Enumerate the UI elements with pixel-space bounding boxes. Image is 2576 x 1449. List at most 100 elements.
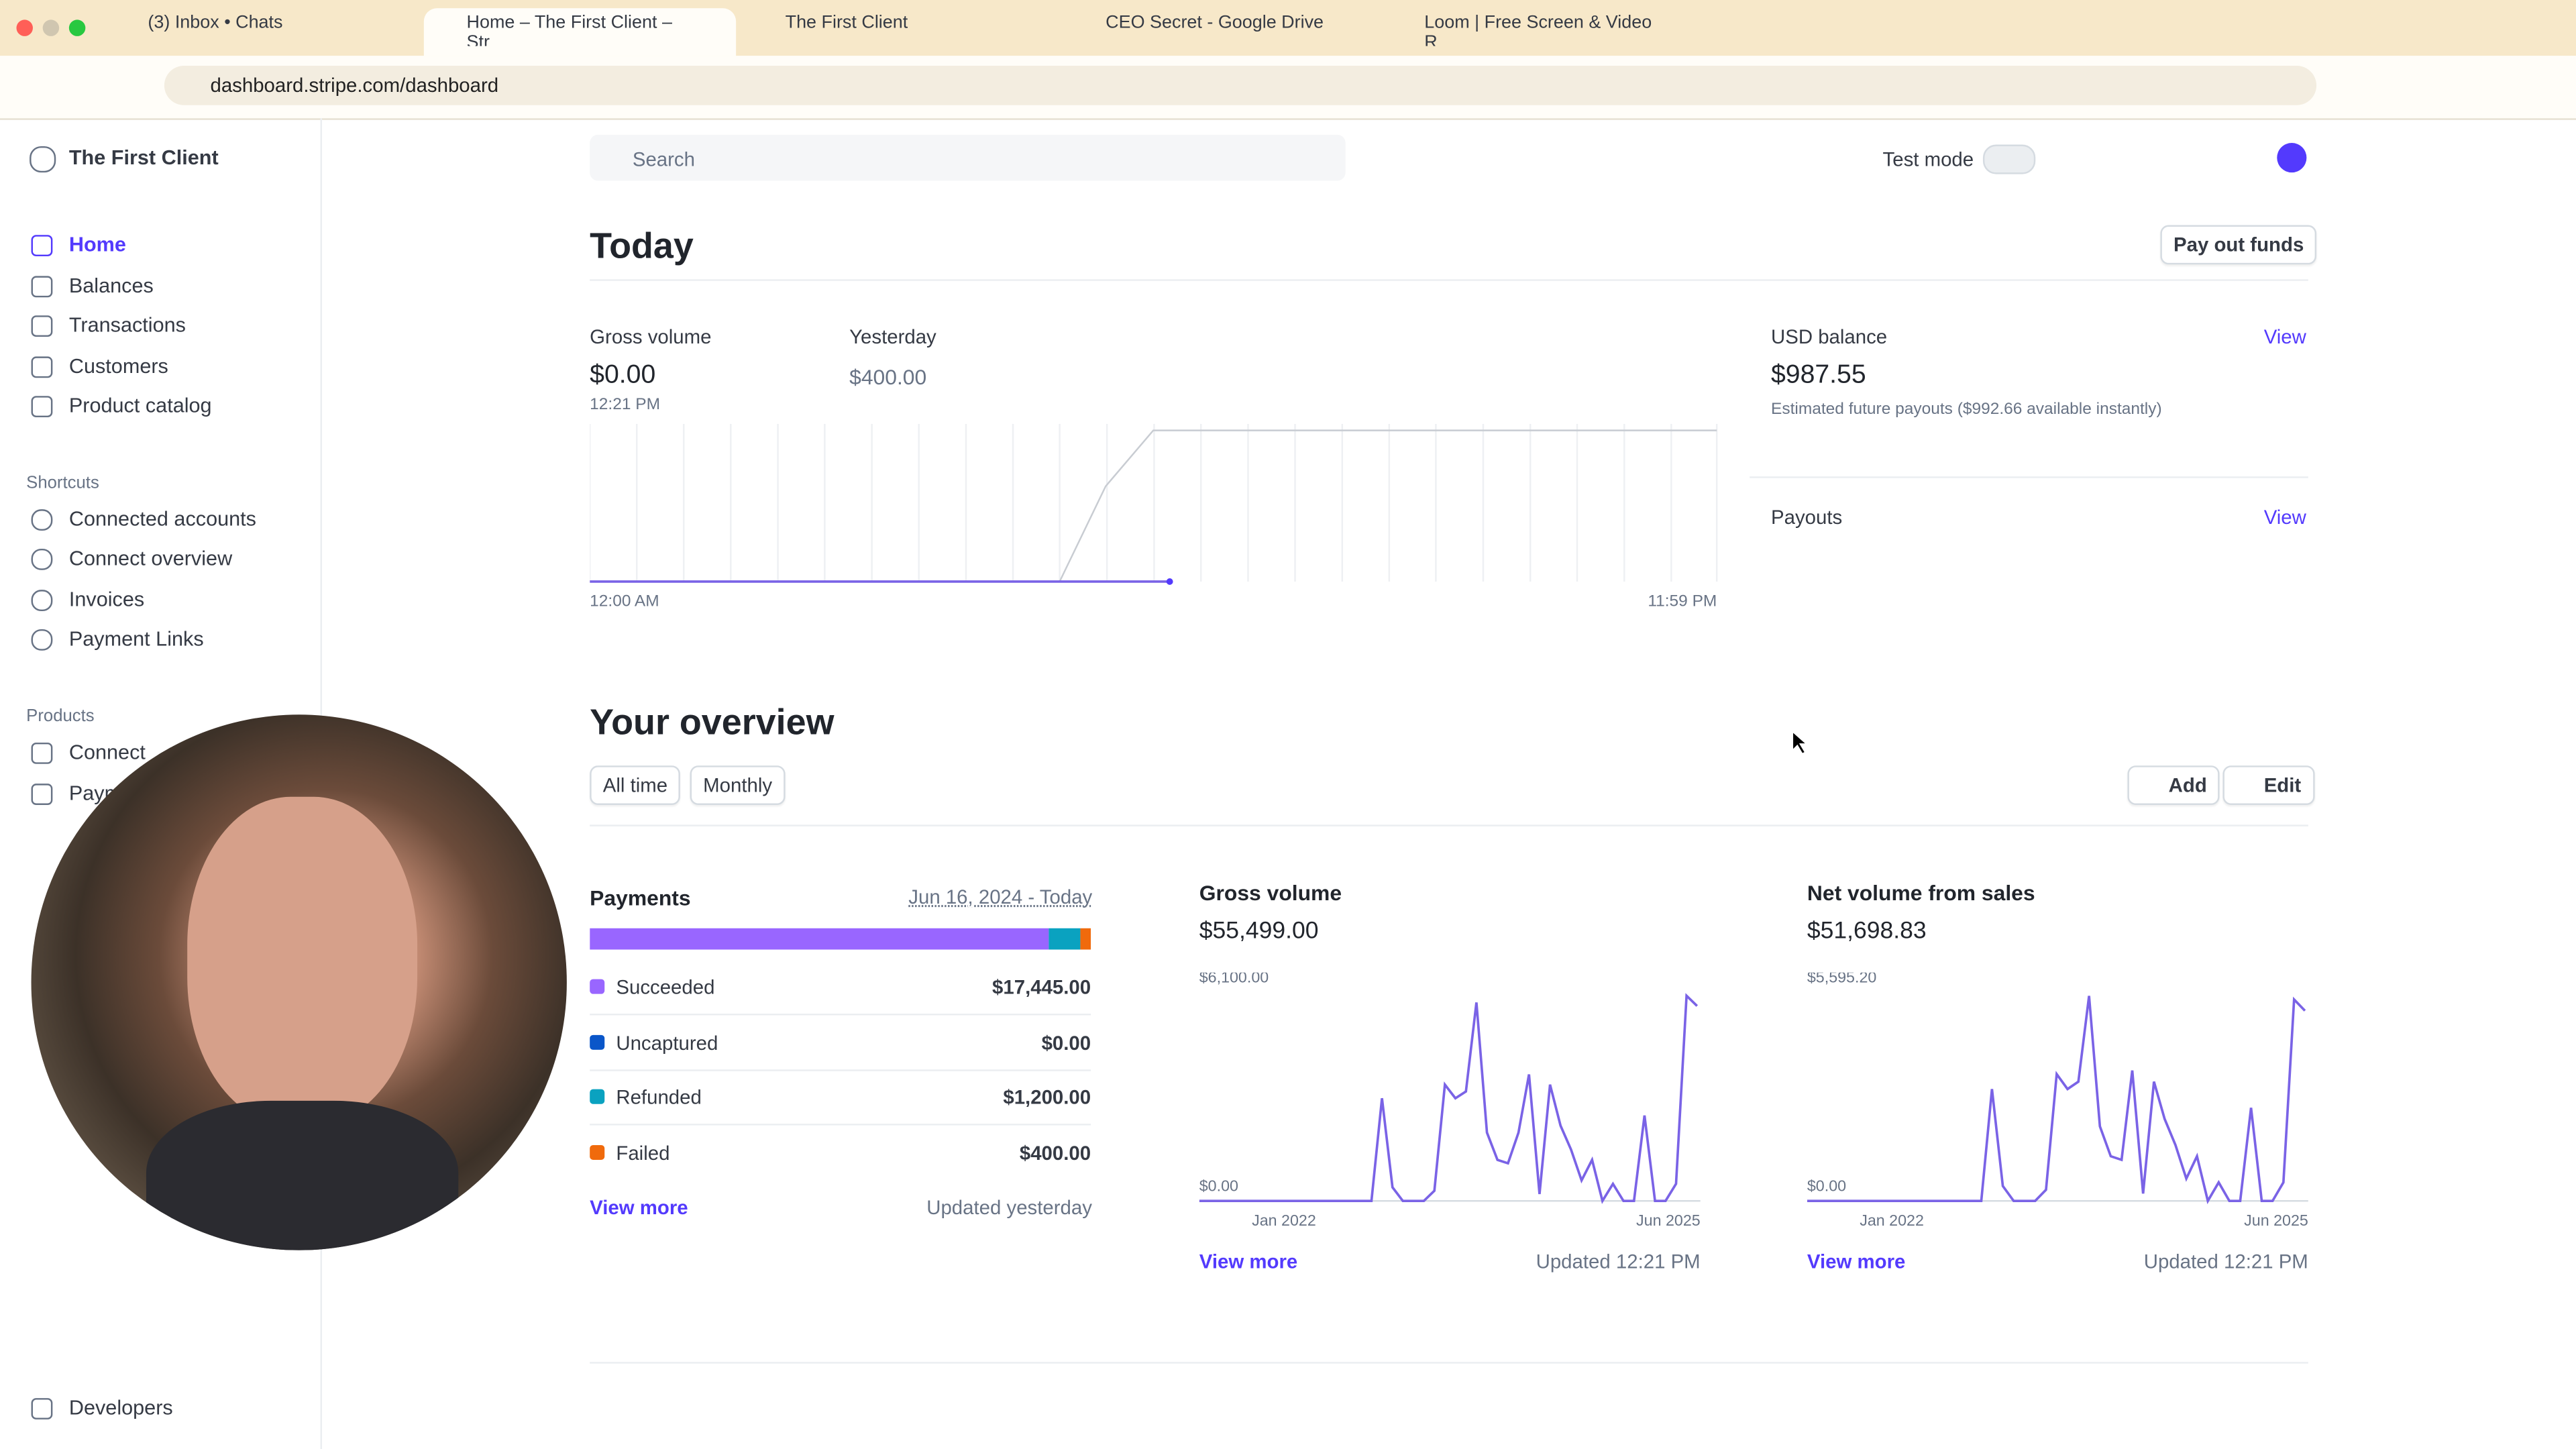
shortcut[interactable]: Connect overview — [68, 547, 233, 570]
range-button[interactable]: All time — [590, 765, 681, 806]
metric-time: 12:21 PM — [590, 396, 661, 415]
today-grid — [590, 423, 1718, 582]
amount: $17,445.00 — [992, 975, 1091, 999]
edit-button[interactable]: Edit — [2222, 765, 2314, 806]
bar-segment — [1049, 928, 1081, 950]
today-chart — [590, 423, 1718, 585]
updated: Updated 12:21 PM — [1536, 1250, 1701, 1273]
balance-note: Estimated future payouts ($992.66 availa… — [1771, 400, 2162, 419]
amount: $0.00 — [1041, 1030, 1091, 1055]
metric-selector[interactable]: Gross volume — [590, 325, 712, 349]
x-tick-label: Jun 2025 — [1636, 1212, 1701, 1229]
divider — [1750, 476, 2308, 478]
compare-selector[interactable]: Yesterday — [849, 325, 936, 349]
tab[interactable]: (3) Inbox • Chats — [148, 13, 283, 33]
x-tick-label: Jan 2022 — [1252, 1212, 1316, 1229]
legend-swatch — [590, 1144, 605, 1159]
card-value: $55,499.00 — [1199, 918, 1319, 945]
data-line — [1807, 996, 2306, 1205]
active-tab-bg — [423, 8, 737, 56]
address-bar[interactable] — [164, 65, 2317, 105]
today-point — [1166, 578, 1173, 585]
legend-swatch — [590, 1089, 605, 1104]
updated: Updated yesterday — [926, 1195, 1092, 1220]
amount: $400.00 — [1019, 1140, 1091, 1165]
interval-select[interactable]: Monthly — [690, 765, 786, 806]
divider — [590, 1124, 1091, 1126]
metric-value: $0.00 — [590, 361, 656, 390]
line-chart: $0.00 $5,595.20 Jan 2022 Jun 2025 — [1807, 973, 2308, 1229]
amount: $1,200.00 — [1003, 1085, 1091, 1110]
updated: Updated 12:21 PM — [2143, 1250, 2308, 1273]
face — [187, 796, 418, 1126]
balance-value: $987.55 — [1771, 361, 1866, 390]
tab[interactable]: The First Client — [785, 13, 908, 33]
nav-item[interactable]: Transactions — [68, 313, 186, 337]
search-placeholder[interactable]: Search — [632, 148, 695, 171]
shortcut[interactable]: Payment Links — [68, 627, 204, 651]
yesterday-line — [590, 429, 1717, 583]
search-box[interactable] — [590, 134, 1346, 181]
add-button[interactable]: Add — [2127, 765, 2220, 806]
payouts-label: Payouts — [1771, 506, 1843, 529]
x-label: 11:59 PM — [1648, 593, 1717, 612]
legend-label: Succeeded — [616, 975, 715, 999]
data-line — [1199, 993, 1699, 1204]
legend-label: Uncaptured — [616, 1030, 718, 1055]
pay-out-button[interactable]: Pay out funds — [2160, 225, 2317, 265]
y-tick-label: $6,100.00 — [1199, 973, 1269, 986]
divider — [590, 1362, 2308, 1364]
y-tick-label: $0.00 — [1199, 1177, 1238, 1195]
legend-swatch — [590, 1034, 605, 1049]
shortcut[interactable]: Invoices — [68, 588, 145, 612]
close-window[interactable] — [16, 19, 33, 36]
card-title: Gross volume — [1199, 880, 1342, 906]
divider — [590, 1069, 1091, 1071]
y-tick-label: $0.00 — [1807, 1177, 1846, 1195]
view-more[interactable]: View more — [1199, 1250, 1298, 1273]
legend-swatch — [590, 979, 605, 994]
line-chart: $0.00 $6,100.00 Jan 2022 Jun 2025 — [1199, 973, 1701, 1229]
bar-segment — [1080, 928, 1091, 950]
nav-item[interactable]: Home — [68, 233, 126, 257]
nav-item[interactable]: Product catalog — [68, 394, 212, 418]
nav-item[interactable]: Balances — [68, 274, 154, 298]
bar-segment — [590, 928, 1049, 950]
card-title: Payments — [590, 885, 691, 910]
view-link[interactable]: View — [2263, 506, 2306, 529]
divider — [590, 1014, 1091, 1016]
tab[interactable]: Home – The First Client – Str — [466, 13, 672, 46]
payments-bar — [590, 928, 1091, 950]
divider — [590, 824, 2308, 826]
create-button[interactable] — [2277, 143, 2307, 173]
tab[interactable]: CEO Secret - Google Drive — [1106, 13, 1324, 33]
view-more[interactable]: View more — [590, 1195, 688, 1220]
view-more[interactable]: View more — [1807, 1250, 1906, 1273]
x-label: 12:00 AM — [590, 593, 659, 612]
account-name[interactable]: The First Client — [68, 146, 219, 170]
account-icon — [30, 146, 56, 173]
legend-label: Failed — [616, 1140, 670, 1165]
y-tick-label: $5,595.20 — [1807, 973, 1877, 986]
legend-label: Refunded — [616, 1085, 702, 1110]
section-title: Today — [590, 225, 694, 266]
divider — [590, 279, 2308, 281]
minimize-window[interactable] — [42, 19, 60, 36]
card-title: Net volume from sales — [1807, 880, 2035, 906]
nav-item[interactable]: Developers — [68, 1396, 173, 1419]
webcam-overlay — [31, 714, 567, 1250]
x-tick-label: Jan 2022 — [1860, 1212, 1924, 1229]
view-link[interactable]: View — [2263, 325, 2306, 349]
tab[interactable]: Loom | Free Screen & Video R — [1424, 13, 1652, 46]
date-range[interactable]: Jun 16, 2024 - Today — [908, 885, 1093, 909]
cursor — [1791, 729, 1810, 755]
shortcut[interactable]: Connected accounts — [68, 507, 256, 531]
maximize-window[interactable] — [68, 19, 86, 36]
test-mode-toggle[interactable] — [1982, 144, 2036, 174]
nav-item[interactable]: Customers — [68, 354, 168, 378]
product[interactable]: Connect — [68, 741, 146, 764]
section-heading: Shortcuts — [26, 473, 99, 493]
url[interactable]: dashboard.stripe.com/dashboard — [210, 74, 499, 97]
test-mode-label: Test mode — [1882, 148, 1974, 171]
